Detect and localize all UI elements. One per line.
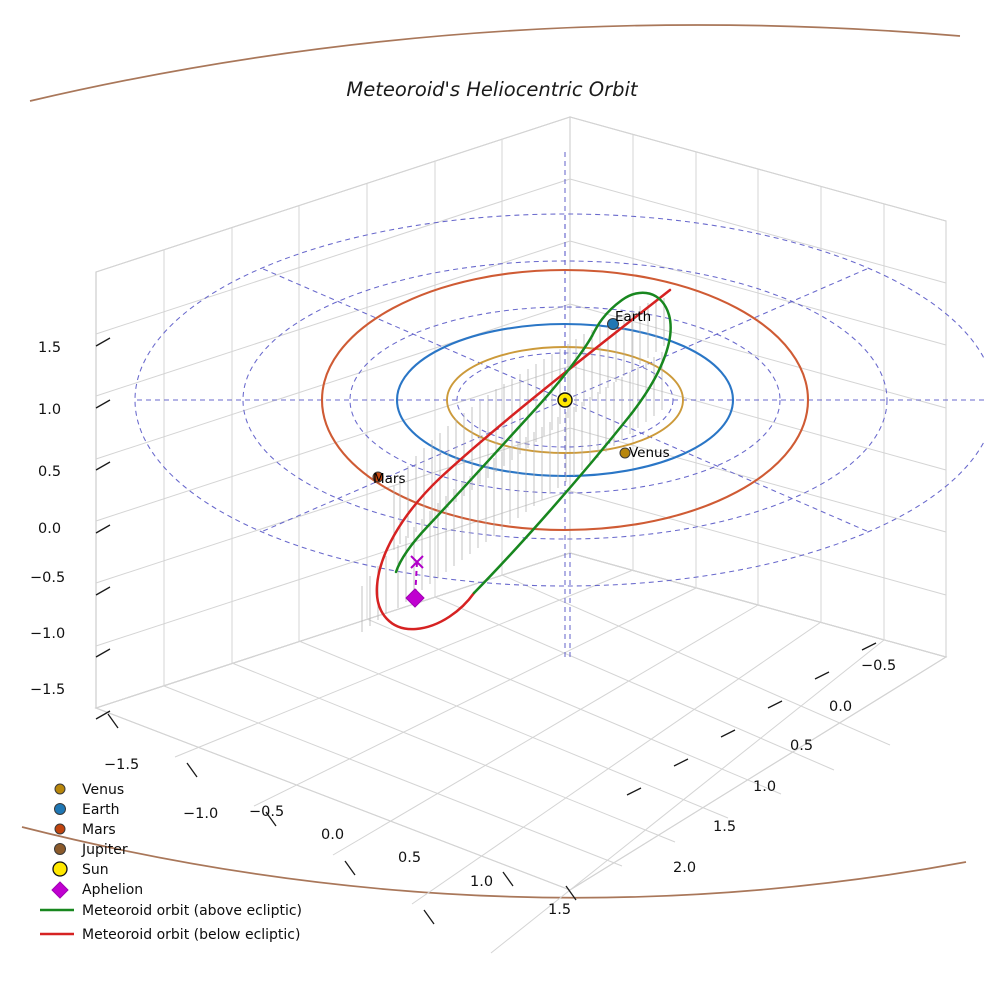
legend: Venus Earth Mars Jupiter Sun Aphelion (40, 782, 302, 943)
svg-text:−1.0: −1.0 (30, 626, 65, 642)
earth-orbit (395, 322, 735, 478)
earth-label: Earth (615, 309, 651, 325)
legend-item-orbit-below[interactable]: Meteoroid orbit (below ecliptic) (40, 927, 300, 943)
meteoroid-orbit-above-ecliptic (394, 291, 672, 595)
svg-text:1.5: 1.5 (38, 340, 61, 356)
axes-panes (94, 116, 948, 954)
svg-text:1.0: 1.0 (470, 874, 493, 890)
svg-text:1.0: 1.0 (38, 402, 61, 418)
svg-text:−1.5: −1.5 (30, 682, 65, 698)
legend-item-jupiter[interactable]: Jupiter (54, 842, 128, 858)
svg-text:−0.5: −0.5 (249, 804, 284, 820)
jupiter-legend-icon (54, 843, 66, 855)
page-title: Meteoroid's Heliocentric Orbit (346, 78, 639, 101)
aphelion-cross-marker (410, 555, 424, 569)
mars-legend-icon (54, 823, 66, 835)
svg-text:0.5: 0.5 (398, 850, 421, 866)
legend-label: Aphelion (82, 882, 143, 898)
axis-tick-marks (95, 337, 877, 925)
svg-text:0.5: 0.5 (38, 464, 61, 480)
svg-text:2.0: 2.0 (673, 860, 696, 876)
legend-item-orbit-above[interactable]: Meteoroid orbit (above ecliptic) (40, 903, 302, 919)
mars-marker (372, 471, 384, 483)
svg-text:−0.5: −0.5 (861, 658, 896, 674)
svg-text:1.5: 1.5 (713, 819, 736, 835)
svg-text:0.0: 0.0 (829, 699, 852, 715)
orbit-drop-lines (361, 298, 665, 632)
legend-label: Sun (82, 862, 109, 878)
legend-label: Earth (82, 802, 120, 818)
svg-text:0.5: 0.5 (790, 738, 813, 754)
aphelion-marker (405, 588, 425, 608)
earth-legend-icon (54, 803, 66, 815)
svg-text:−0.5: −0.5 (30, 570, 65, 586)
y-axis-tick-labels: −0.5 0.0 0.5 1.0 1.5 2.0 (673, 658, 896, 876)
meteoroid-orbit-below-ecliptic (375, 288, 672, 631)
x-axis-tick-labels: −1.5 −1.0 −0.5 0.0 0.5 1.0 1.5 (104, 757, 571, 918)
svg-text:0.0: 0.0 (38, 521, 61, 537)
earth-marker (607, 318, 619, 330)
legend-item-sun[interactable]: Sun (52, 861, 109, 878)
mars-orbit (320, 268, 810, 532)
svg-text:1.5: 1.5 (548, 902, 571, 918)
legend-item-mars[interactable]: Mars (54, 822, 116, 838)
body-markers (372, 318, 631, 608)
svg-text:−1.5: −1.5 (104, 757, 139, 773)
venus-marker (619, 447, 631, 459)
legend-label: Meteoroid orbit (below ecliptic) (82, 927, 300, 943)
legend-label: Mars (82, 822, 116, 838)
aphelion-legend-icon (51, 881, 69, 899)
planet-orbit-curves (320, 268, 810, 532)
svg-text:−1.0: −1.0 (183, 806, 218, 822)
legend-label: Jupiter (81, 842, 128, 858)
legend-label: Venus (82, 782, 124, 798)
venus-orbit (446, 346, 684, 454)
legend-item-aphelion[interactable]: Aphelion (51, 881, 143, 899)
legend-label: Meteoroid orbit (above ecliptic) (82, 903, 302, 919)
z-axis-tick-labels: 1.5 1.0 0.5 0.0 −0.5 −1.0 −1.5 (30, 340, 65, 698)
venus-label: Venus (629, 445, 670, 461)
jupiter-orbit-curve (21, 24, 967, 899)
svg-text:1.0: 1.0 (753, 779, 776, 795)
svg-text:0.0: 0.0 (321, 827, 344, 843)
legend-item-earth[interactable]: Earth (54, 802, 120, 818)
mars-label: Mars (373, 471, 406, 487)
venus-legend-icon (54, 783, 66, 795)
sun-legend-icon (52, 861, 68, 877)
legend-item-venus[interactable]: Venus (54, 782, 124, 798)
